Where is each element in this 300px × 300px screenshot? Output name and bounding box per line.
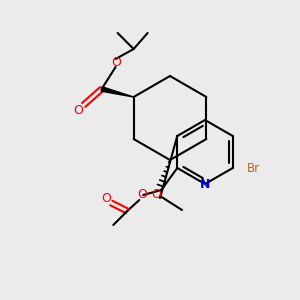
Text: O: O — [101, 193, 111, 206]
Polygon shape — [101, 87, 134, 97]
Text: O: O — [137, 188, 147, 200]
Text: N: N — [200, 178, 210, 190]
Text: O: O — [151, 188, 161, 200]
Text: O: O — [74, 103, 84, 116]
Text: Br: Br — [247, 161, 260, 175]
Text: O: O — [112, 56, 122, 68]
